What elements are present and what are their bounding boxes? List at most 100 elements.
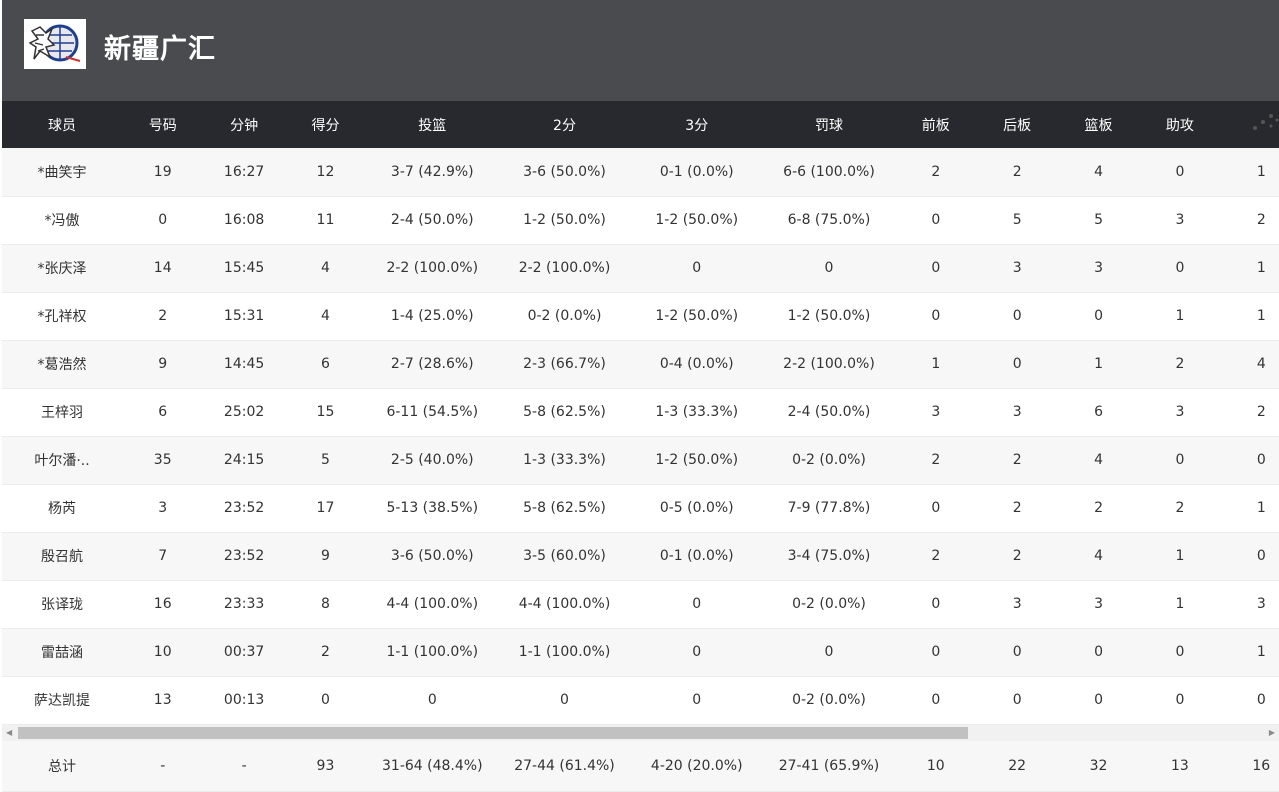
stat-cell: 0 <box>931 692 941 708</box>
stat-cell: 0 <box>1256 692 1266 708</box>
stat-cell: 0 <box>1256 548 1266 564</box>
stat-cell: 3-6 (50.0%) <box>523 163 606 180</box>
stat-cell: 16:27 <box>223 163 265 180</box>
stat-cell: 2-5 (40.0%) <box>390 452 474 468</box>
table-row[interactable]: *曲笑宇 19 16:27 12 3-7 (42.9%) 3-6 (50.0%) 0-1 (… <box>2 148 1279 196</box>
table-row[interactable]: 杨芮 3 23:52 17 5-13 (38.5%) 5-8 (62.5%) 0-5 (0.… <box>2 484 1279 532</box>
header-2pt[interactable]: 2分 <box>553 117 576 134</box>
table-row[interactable]: *孔祥权 2 15:31 4 1-4 (25.0%) 0-2 (0.0%) 1-2 (50.… <box>2 292 1279 340</box>
scroll-thumb[interactable] <box>18 727 968 739</box>
stat-cell: 2 <box>158 308 168 324</box>
stat-cell: 15:31 <box>223 308 265 324</box>
stat-cell: 4 <box>321 308 330 324</box>
header-reb[interactable]: 篮板 <box>1084 117 1113 134</box>
player-name-cell[interactable]: 王梓羽 <box>41 405 84 421</box>
stat-cell: 3 <box>1012 260 1022 276</box>
stat-cell: 2 <box>1175 500 1185 516</box>
totals-cell: 27-44 (61.4%) <box>514 757 615 774</box>
stat-cell: 1 <box>1094 356 1103 372</box>
table-row[interactable]: 殷召航 7 23:52 9 3-6 (50.0%) 3-5 (60.0%) 0-1 (0.0… <box>2 532 1279 580</box>
header-player[interactable]: 球员 <box>48 117 77 134</box>
totals-cell: 10 <box>926 757 945 774</box>
player-name-cell[interactable]: *冯傲 <box>44 213 80 229</box>
player-name-cell[interactable]: *孔祥权 <box>37 309 87 325</box>
stat-cell: 6 <box>1094 404 1103 420</box>
totals-cell: - <box>160 757 166 774</box>
scroll-left-icon[interactable]: ◀ <box>6 728 13 737</box>
stat-cell: 12 <box>316 163 335 180</box>
horizontal-scrollbar[interactable]: ◀ ▶ <box>2 725 1279 741</box>
stat-cell: 4-4 (100.0%) <box>386 596 479 612</box>
stat-cell: 0 <box>1012 356 1022 372</box>
stat-cell: 2-3 (66.7%) <box>523 356 606 372</box>
table-row[interactable]: 张译珑 16 23:33 8 4-4 (100.0%) 4-4 (100.0%) 0 0-2 … <box>2 580 1279 628</box>
stat-cell: 6-8 (75.0%) <box>787 212 871 228</box>
stat-cell: 2 <box>1256 404 1266 420</box>
stat-cell: 0 <box>1175 260 1185 276</box>
table-row[interactable]: 叶尔潘·.. 35 24:15 5 2-5 (40.0%) 1-3 (33.3%) 1-2 … <box>2 436 1279 484</box>
totals-label: 总计 <box>48 758 77 775</box>
player-name-cell[interactable]: 殷召航 <box>41 549 84 565</box>
header-oreb[interactable]: 前板 <box>921 117 950 134</box>
player-name-cell[interactable]: 杨芮 <box>48 501 77 517</box>
table-row[interactable]: 雷喆涵 10 00:37 2 1-1 (100.0%) 1-1 (100.0%) 0 0 0 0 0… <box>2 628 1279 676</box>
header-minutes[interactable]: 分钟 <box>230 117 259 134</box>
stat-cell: 1 <box>1175 308 1185 324</box>
scroll-right-icon[interactable]: ▶ <box>1268 728 1275 737</box>
player-stats-table[interactable]: 球员 号码 分钟 得分 投篮 2分 3分 罚球 前板 后板 篮板 助攻 <box>2 101 1279 725</box>
player-name-cell[interactable]: *曲笑宇 <box>37 164 87 181</box>
stat-cell: 0 <box>931 212 941 228</box>
stat-cell: 0-1 (0.0%) <box>659 548 734 564</box>
stat-cell: 2 <box>931 163 941 180</box>
player-name-cell[interactable]: *葛浩然 <box>37 357 87 373</box>
stat-cell: 35 <box>153 452 172 468</box>
player-name-cell[interactable]: 萨达凯提 <box>34 693 91 709</box>
stat-cell: 00:37 <box>223 644 265 660</box>
header-dreb[interactable]: 后板 <box>1003 117 1032 134</box>
stat-cell: 5 <box>1094 212 1103 228</box>
header-3pt[interactable]: 3分 <box>685 117 709 134</box>
stat-cell: 2 <box>1012 452 1022 468</box>
stat-cell: 1 <box>1256 500 1266 516</box>
header-ast[interactable]: 助攻 <box>1165 117 1194 134</box>
stat-cell: 5-8 (62.5%) <box>523 404 606 420</box>
table-row[interactable]: 萨达凯提 13 00:13 0 0 0 0 0-2 (0.0%) 0 0 0 0 0 <box>2 676 1279 724</box>
stat-cell: 19 <box>153 163 172 180</box>
table-header-row: 球员 号码 分钟 得分 投篮 2分 3分 罚球 前板 后板 篮板 助攻 <box>2 101 1279 148</box>
stat-cell: 0 <box>692 644 702 660</box>
player-name-cell[interactable]: 张译珑 <box>41 597 84 613</box>
totals-cell: 31-64 (48.4%) <box>382 757 483 774</box>
table-row[interactable]: *张庆泽 14 15:45 4 2-2 (100.0%) 2-2 (100.0%) 0 0 0 3… <box>2 244 1279 292</box>
stat-cell: 10 <box>153 644 172 660</box>
header-points[interactable]: 得分 <box>311 117 340 134</box>
table-row[interactable]: 王梓羽 6 25:02 15 6-11 (54.5%) 5-8 (62.5%) 1-3 (3… <box>2 388 1279 436</box>
stat-cell: 0 <box>824 260 834 276</box>
header-stl[interactable] <box>1221 101 1279 148</box>
stat-cell: 5-8 (62.5%) <box>523 500 606 516</box>
stat-cell: 0 <box>931 596 941 612</box>
player-name-cell[interactable]: 叶尔潘·.. <box>34 453 90 469</box>
stat-cell: 00:13 <box>223 692 265 708</box>
header-fg[interactable]: 投篮 <box>418 117 447 134</box>
header-ft[interactable]: 罚球 <box>814 117 843 134</box>
header-number[interactable]: 号码 <box>148 117 177 134</box>
stat-cell: 0-1 (0.0%) <box>659 163 734 180</box>
stat-cell: 3-4 (75.0%) <box>787 548 871 564</box>
stat-cell: 0-2 (0.0%) <box>792 692 866 708</box>
stat-cell: 0 <box>931 500 941 516</box>
stat-cell: 1-3 (33.3%) <box>523 452 606 468</box>
stat-cell: 9 <box>321 548 330 564</box>
stat-cell: 13 <box>153 692 172 708</box>
table-row[interactable]: *冯傲 0 16:08 11 2-4 (50.0%) 1-2 (50.0%) 1-2 (50… <box>2 196 1279 244</box>
stat-cell: 5-13 (38.5%) <box>386 500 479 516</box>
stat-cell: 2 <box>321 644 330 660</box>
stat-cell: 0 <box>824 644 834 660</box>
table-row[interactable]: *葛浩然 9 14:45 6 2-7 (28.6%) 2-3 (66.7%) 0-4 (0.… <box>2 340 1279 388</box>
player-name-cell[interactable]: *张庆泽 <box>37 261 87 277</box>
stat-cell: 5 <box>321 452 330 468</box>
stat-cell: 0 <box>321 692 330 708</box>
stat-cell: 3 <box>1094 260 1103 276</box>
stat-cell: 23:52 <box>223 500 265 516</box>
player-name-cell[interactable]: 雷喆涵 <box>41 645 84 661</box>
stat-cell: 9 <box>158 356 168 372</box>
